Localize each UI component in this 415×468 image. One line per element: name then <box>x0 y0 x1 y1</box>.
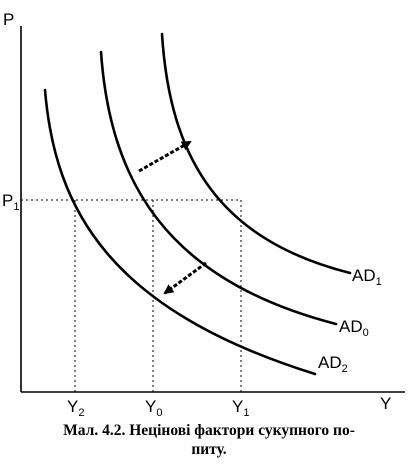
x-tick-label-y1: Y1 <box>232 397 249 419</box>
shift-left-arrow <box>163 261 207 295</box>
ad1-label: AD1 <box>352 266 382 288</box>
ad2-label: AD2 <box>318 353 348 375</box>
ad0-label: AD0 <box>339 317 369 339</box>
caption-line-2: питу. <box>191 441 227 458</box>
figure-caption: Мал. 4.2. Нецінові фактори сукупного по-… <box>14 421 404 459</box>
ad0-curve <box>99 50 338 326</box>
ad2-curve <box>43 88 317 376</box>
shift-right-arrow <box>138 140 192 173</box>
x-axis-label: Y <box>380 394 391 413</box>
y-axis-label: P <box>3 10 14 29</box>
ad1-curve <box>160 32 352 275</box>
caption-line-1: Мал. 4.2. Нецінові фактори сукупного по- <box>63 422 355 439</box>
p1-label: P1 <box>2 191 19 213</box>
x-tick-label-y0: Y0 <box>145 397 162 419</box>
aggregate-demand-figure: P Y P1 Y2 Y0 Y1 AD1 AD0 AD2 <box>2 10 405 419</box>
x-tick-label-y2: Y2 <box>67 397 84 419</box>
